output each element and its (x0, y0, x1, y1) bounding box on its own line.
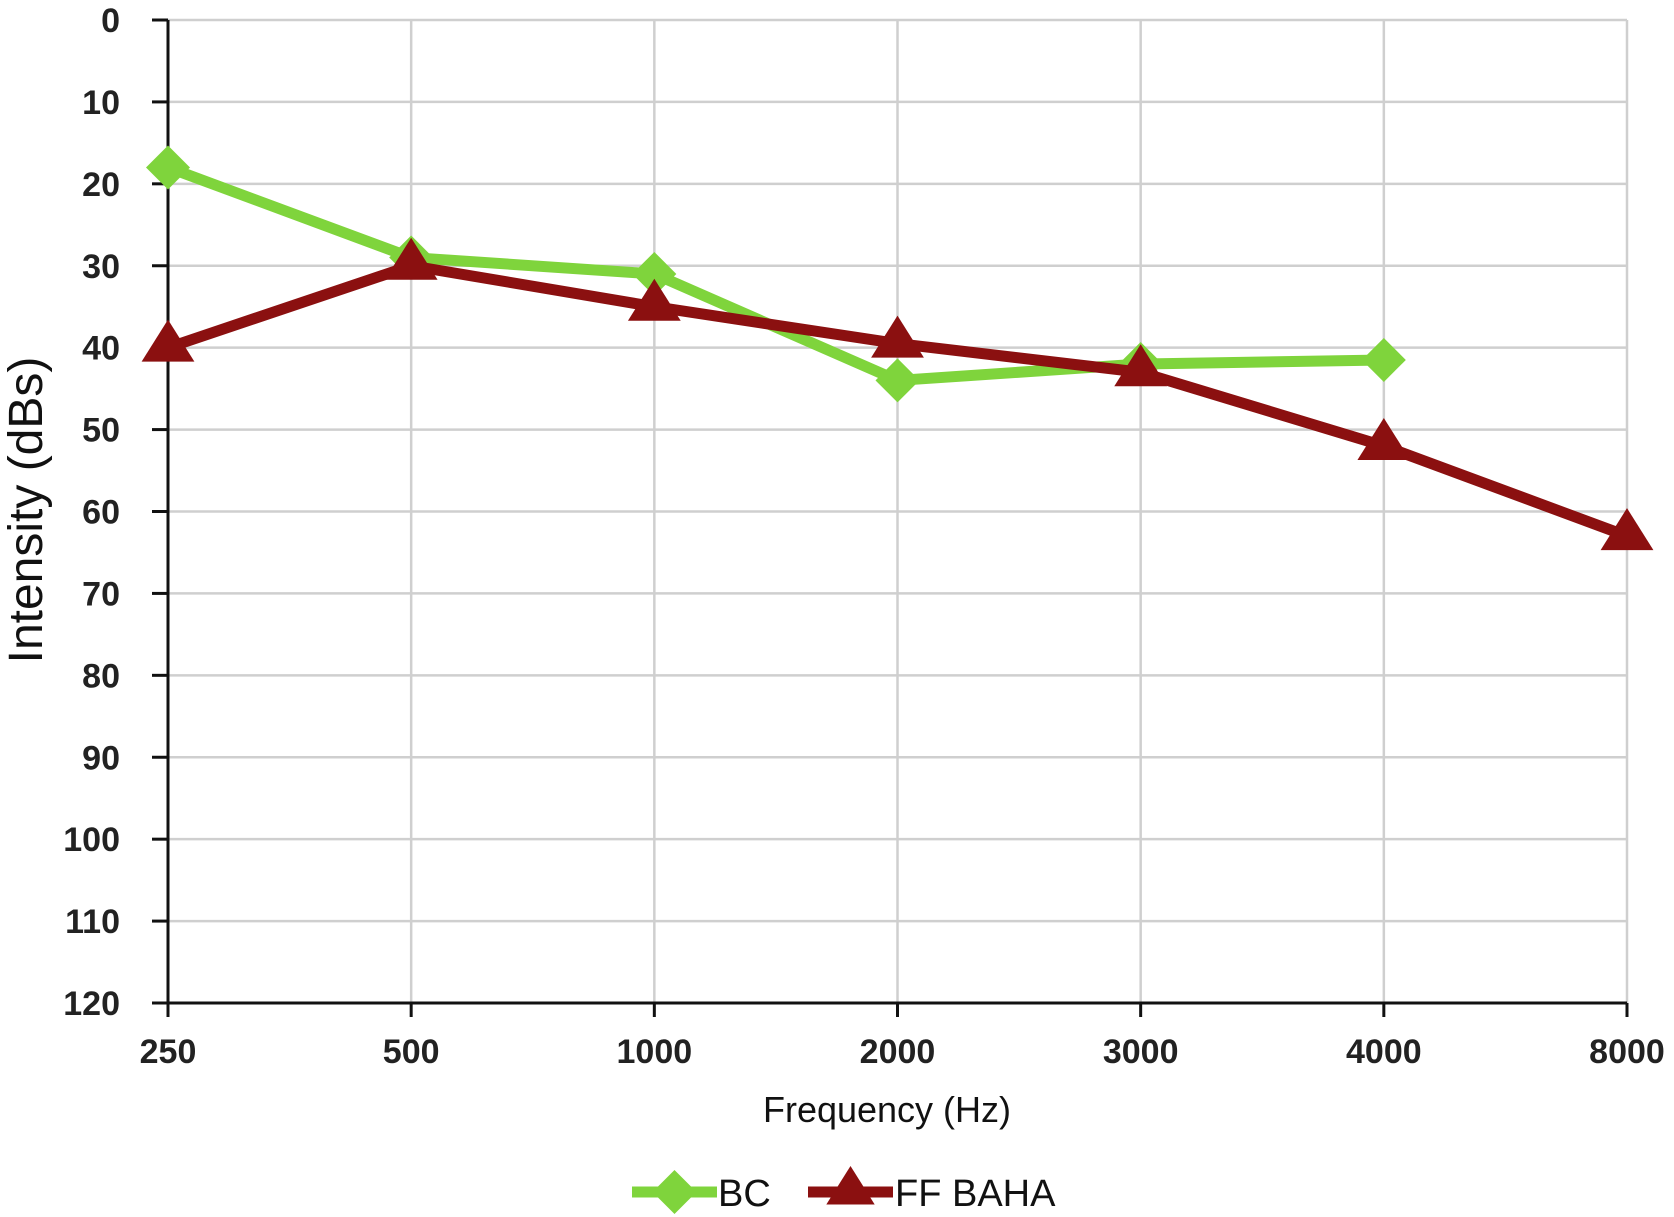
data-point-diamond (1361, 337, 1406, 382)
data-point-triangle (1357, 417, 1411, 460)
data-point-triangle (1600, 508, 1654, 551)
y-tick-label: 70 (82, 575, 120, 613)
legend: BC FF BAHA (632, 1166, 1056, 1215)
y-axis-title: Intensity (dBs) (0, 357, 53, 664)
data-point-diamond (632, 251, 677, 296)
y-tick-label: 90 (82, 739, 120, 777)
axes (152, 18, 1629, 1017)
y-tick-label: 60 (82, 494, 120, 532)
y-tick-label: 120 (63, 985, 120, 1023)
data-point-triangle (627, 278, 681, 321)
data-point-diamond (146, 145, 190, 190)
grid-lines (168, 18, 1629, 1003)
legend-marker-triangle (826, 1166, 875, 1205)
y-tick-label: 40 (82, 330, 120, 368)
y-tick-label: 10 (82, 84, 120, 122)
x-axis-title: Frequency (Hz) (763, 1089, 1011, 1130)
x-tick-label: 2000 (860, 1033, 936, 1071)
x-tick-label: 250 (140, 1033, 197, 1071)
x-tick-label: 1000 (617, 1033, 693, 1071)
legend-label: BC (718, 1173, 771, 1215)
y-tick-label: 80 (82, 657, 120, 695)
data-point-triangle (384, 237, 438, 280)
y-tick-label: 30 (82, 248, 120, 286)
series-ff-baha (141, 237, 1654, 551)
legend-item-ff-baha: FF BAHA (808, 1166, 1056, 1215)
data-point-triangle (141, 319, 195, 362)
data-point-triangle (1114, 344, 1168, 387)
y-tick-label: 100 (63, 821, 120, 859)
data-point-diamond (875, 358, 920, 403)
x-tick-label: 3000 (1103, 1033, 1179, 1071)
y-tick-label: 110 (65, 903, 120, 941)
legend-marker-diamond (652, 1170, 697, 1214)
x-tick-label: 500 (383, 1033, 440, 1071)
legend-label: FF BAHA (895, 1173, 1056, 1215)
y-tick-label: 20 (82, 166, 120, 204)
x-tick-label: 8000 (1589, 1033, 1665, 1071)
x-tick-label: 4000 (1346, 1033, 1422, 1071)
data-point-triangle (871, 315, 924, 358)
series-layer (141, 145, 1654, 551)
y-tick-label: 50 (82, 412, 120, 450)
legend-item-bc: BC (632, 1170, 771, 1215)
y-tick-label: 0 (101, 2, 120, 40)
tick-labels: 0 10 20 30 40 50 60 70 80 90 100 110 120 250 500 1000 20… (63, 2, 1665, 1071)
